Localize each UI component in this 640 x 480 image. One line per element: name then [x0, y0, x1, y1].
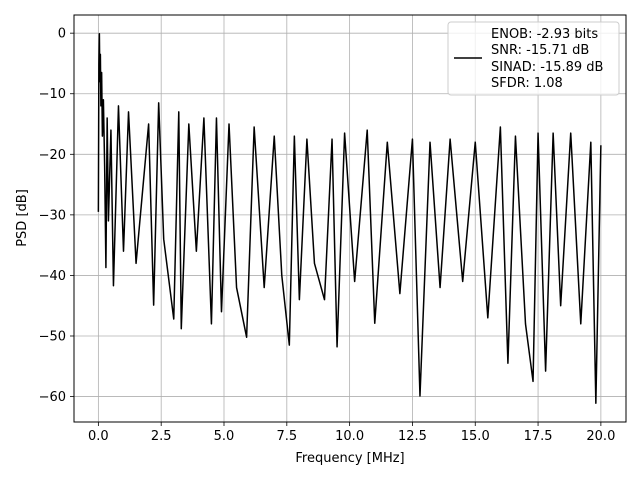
y-tick-label: −40 — [39, 269, 66, 284]
x-tick-label: 10.0 — [335, 429, 364, 444]
y-axis: 0 −10 −20 −30 −40 −50 −60 — [39, 27, 74, 405]
legend-line-snr: SNR: -15.71 dB — [491, 43, 589, 58]
legend: ENOB: -2.93 bits SNR: -15.71 dB SINAD: -… — [447, 21, 620, 96]
legend-line-sfdr: SFDR: 1.08 — [491, 76, 563, 91]
y-tick-label: −10 — [39, 87, 66, 102]
x-tick-label: 20.0 — [586, 429, 615, 444]
legend-line-sinad: SINAD: -15.89 dB — [491, 60, 603, 75]
y-tick-label: −50 — [39, 329, 66, 344]
x-tick-label: 17.5 — [524, 429, 553, 444]
y-tick-label: −20 — [39, 148, 66, 163]
x-tick-label: 12.5 — [398, 429, 427, 444]
x-tick-label: 0.0 — [88, 429, 109, 444]
x-tick-label: 2.5 — [151, 429, 172, 444]
legend-line-enob: ENOB: -2.93 bits — [491, 27, 598, 42]
y-tick-label: 0 — [58, 27, 66, 42]
y-tick-label: −30 — [39, 208, 66, 223]
x-tick-label: 7.5 — [276, 429, 297, 444]
x-tick-label: 5.0 — [214, 429, 235, 444]
legend-box — [447, 21, 620, 96]
x-tick-label: 15.0 — [461, 429, 490, 444]
y-tick-label: −60 — [39, 390, 66, 405]
y-axis-label: PSD [dB] — [15, 189, 30, 247]
x-axis: 0.0 2.5 5.0 7.5 10.0 12.5 15.0 17.5 20.0 — [88, 422, 615, 444]
x-axis-label: Frequency [MHz] — [295, 451, 404, 466]
psd-trace — [97, 33, 602, 404]
